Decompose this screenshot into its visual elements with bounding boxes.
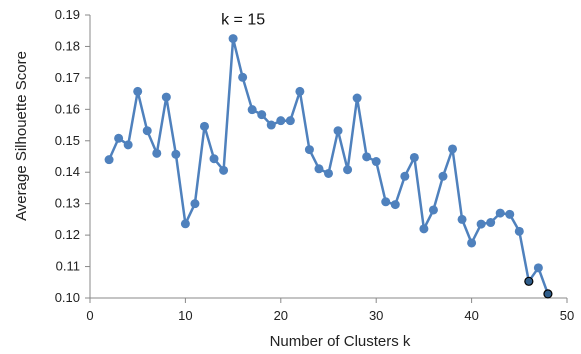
data-point [409,152,419,162]
data-point [266,120,276,130]
data-point [228,34,238,44]
data-point [257,110,267,120]
data-point [400,171,410,181]
y-axis-title: Average Silhouette Score [13,51,30,221]
data-point [324,168,333,178]
data-point [419,224,429,234]
data-point [467,238,477,248]
data-point [276,116,286,126]
y-tick-label: 0.14 [55,164,80,179]
y-tick-label: 0.12 [55,227,80,242]
x-axis-ticks: 0 10 20 30 40 50 [86,298,574,323]
data-point [180,219,190,229]
data-point [209,154,219,164]
data-point [428,205,438,215]
data-point [362,152,372,162]
data-point [371,157,381,167]
data-point [486,218,496,228]
data-point [390,200,400,210]
data-point [114,133,124,143]
x-tick-label: 30 [369,308,383,323]
data-point [476,219,486,229]
data-point [104,155,114,165]
highlight-data-point [543,289,553,299]
peak-annotation: k = 15 [221,12,265,29]
data-point [171,149,181,159]
axes [89,15,567,299]
y-tick-label: 0.15 [55,133,80,148]
data-point [238,72,248,82]
data-point [352,93,362,103]
data-point [314,164,324,174]
x-tick-label: 0 [86,308,93,323]
y-tick-label: 0.10 [55,290,80,305]
data-point [505,209,515,219]
data-point [495,208,505,218]
data-point [123,140,133,150]
y-tick-label: 0.17 [55,70,80,85]
data-point [133,86,143,96]
data-point [381,197,391,207]
data-point [457,214,467,224]
y-tick-label: 0.13 [55,196,80,211]
x-tick-label: 20 [274,308,288,323]
data-point [142,126,152,136]
data-point [295,86,305,96]
data-point [190,199,200,209]
series-line [107,37,550,295]
y-tick-label: 0.19 [55,7,80,22]
data-point [152,148,162,158]
data-point [514,226,524,236]
y-tick-label: 0.18 [55,38,80,53]
y-tick-label: 0.16 [55,101,80,116]
x-tick-label: 50 [560,308,574,323]
highlight-data-point [524,276,534,286]
y-tick-label: 0.11 [56,259,80,274]
plot-area [104,34,553,299]
data-point [161,92,171,102]
data-point [304,145,314,155]
data-point [533,263,543,273]
y-axis-ticks: 0.10 0.11 0.12 0.13 0.14 0.15 0.16 0.17 0.18 0.19 [55,7,90,305]
data-point [448,144,458,154]
data-point [438,171,448,181]
data-point [219,165,229,175]
x-axis-title: Number of Clusters k [270,333,411,350]
x-tick-label: 40 [464,308,478,323]
data-point [199,121,209,131]
x-tick-label: 10 [178,308,192,323]
data-point [285,116,295,126]
data-point [333,126,343,136]
data-point [343,165,353,175]
data-point [247,105,257,115]
